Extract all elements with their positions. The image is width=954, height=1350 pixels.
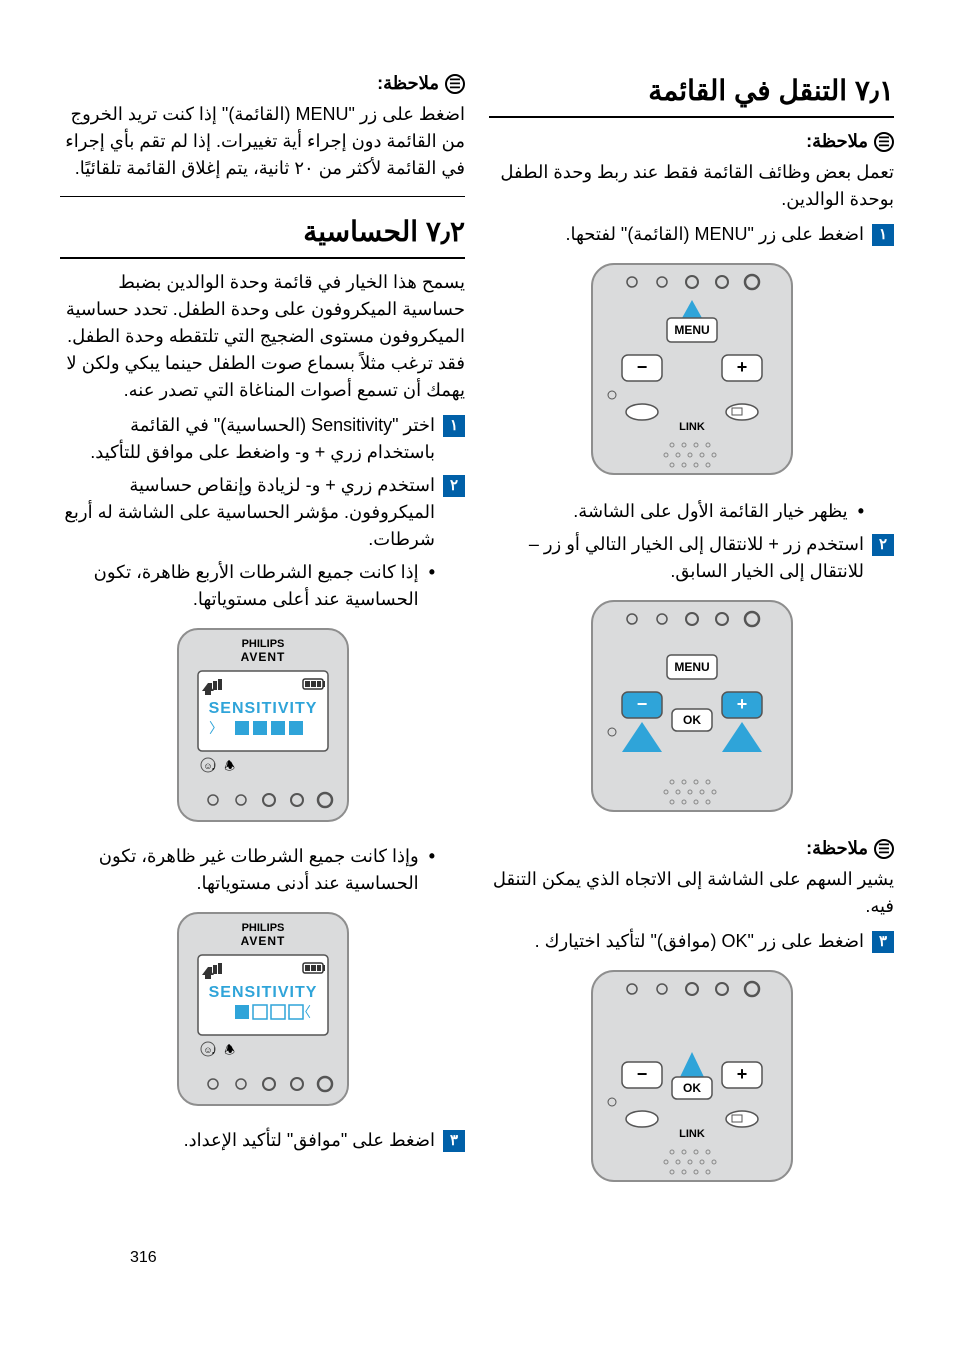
step-num: ١ [872,224,894,246]
note-head: ☰ ملاحظة: [489,835,894,862]
step-2: ٢ استخدم زري + و- لزيادة وإنقاص حساسية ا… [60,472,465,553]
device-svg: MENU − + LINK [572,260,812,480]
svg-text:〈: 〈 [209,720,223,736]
note-head: ☰ ملاحظة: [60,70,465,97]
step-1: ١ اضغط على زر "MENU (القائمة)" لفتحها. [489,221,894,248]
svg-text:−: − [636,694,647,714]
svg-text:SENSITIVITY: SENSITIVITY [208,700,317,717]
svg-text:PHILIPS: PHILIPS [241,638,284,650]
right-column: ٧٫١ التنقل في القائمة ☰ ملاحظة: تعمل بعض… [489,70,894,1205]
bullet: يظهر خيار القائمة الأول على الشاشة. [489,498,864,525]
svg-text:AVENT: AVENT [240,650,285,664]
svg-text:♩: ♩ [211,1043,223,1057]
device-svg: − + OK LINK [572,967,812,1187]
figure-sensitivity-full: PHILIPS AVENT SENSITIVITY 〈 ☺ ♩ 🕭 [60,625,465,825]
step-num: ٢ [872,534,894,556]
note-label: ملاحظة: [806,835,868,862]
svg-text:OK: OK [683,713,701,727]
svg-text:PHILIPS: PHILIPS [241,922,284,934]
figure-sensitivity-low: PHILIPS AVENT SENSITIVITY 〉 ☺ ♩ 🕭 [60,909,465,1109]
svg-text:+: + [736,1064,747,1084]
note-icon: ☰ [445,74,465,94]
intro-text: يسمح هذا الخيار في قائمة وحدة الوالدين ب… [60,269,465,404]
note-label: ملاحظة: [377,70,439,97]
svg-text:🕭: 🕭 [224,759,235,773]
bullet: إذا كانت جميع الشرطات الأربع ظاهرة، تكون… [60,559,435,613]
svg-text:♩: ♩ [211,759,223,773]
note-head: ☰ ملاحظة: [489,128,894,155]
step-num: ٣ [872,931,894,953]
device-svg: PHILIPS AVENT SENSITIVITY 〉 ☺ ♩ 🕭 [163,909,363,1109]
note-body: تعمل بعض وظائف القائمة فقط عند ربط وحدة … [489,159,894,213]
svg-text:🕭: 🕭 [224,1043,235,1057]
svg-text:AVENT: AVENT [240,934,285,948]
step-2: ٢ استخدم زر + للانتقال إلى الخيار التالي… [489,531,894,585]
section-7-2-title: ٧٫٢ الحساسية [60,211,465,259]
svg-text:MENU: MENU [674,323,709,337]
step-1: ١ اختر "Sensitivity (الحساسية)" في القائ… [60,412,465,466]
step-num: ٢ [443,475,465,497]
bullet: وإذا كانت جميع الشرطات غير ظاهرة، تكون ا… [60,843,435,897]
step-num: ٣ [443,1130,465,1152]
figure-nav: MENU − + OK [489,597,894,817]
note-body: اضغط على زر "MENU (القائمة)" إذا كنت تري… [60,101,465,197]
device-svg: MENU − + OK [572,597,812,817]
svg-text:〉: 〉 [297,1004,311,1020]
section-7-1-title: ٧٫١ التنقل في القائمة [489,70,894,118]
step-3: ٣ اضغط على زر "OK (موافق)" لتأكيد اختيار… [489,928,894,955]
svg-text:LINK: LINK [679,421,705,433]
note-icon: ☰ [874,839,894,859]
svg-text:+: + [736,694,747,714]
step-num: ١ [443,415,465,437]
page-number: 316 [130,1246,157,1270]
note-icon: ☰ [874,132,894,152]
svg-text:OK: OK [683,1081,701,1095]
left-column: ☰ ملاحظة: اضغط على زر "MENU (القائمة)" إ… [60,70,465,1205]
figure-menu: MENU − + LINK [489,260,894,480]
note-label: ملاحظة: [806,128,868,155]
svg-text:MENU: MENU [674,660,709,674]
svg-text:+: + [736,357,747,377]
device-svg: PHILIPS AVENT SENSITIVITY 〈 ☺ ♩ 🕭 [163,625,363,825]
svg-text:−: − [636,357,647,377]
svg-text:LINK: LINK [679,1128,705,1140]
step-3: ٣ اضغط على "موافق" لتأكيد الإعداد. [60,1127,465,1154]
svg-text:−: − [636,1064,647,1084]
svg-text:SENSITIVITY: SENSITIVITY [208,984,317,1001]
note-body: يشير السهم على الشاشة إلى الاتجاه الذي ي… [489,866,894,920]
figure-ok: − + OK LINK [489,967,894,1187]
